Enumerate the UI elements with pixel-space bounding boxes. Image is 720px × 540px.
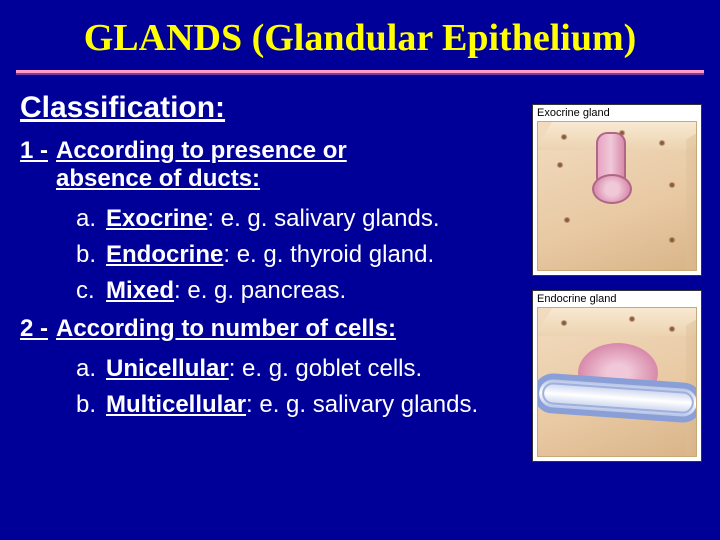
endocrine-diagram [537,307,697,457]
item-1-number: 1 - [20,137,56,193]
exocrine-diagram [537,121,697,271]
title-area: GLANDS (Glandular Epithelium) [0,0,720,66]
title-underline-shadow [16,73,704,75]
item-1-heading: According to presence or absence of duct… [56,137,347,193]
figure-exocrine: Exocrine gland [532,104,702,276]
item-2-heading: According to number of cells: [56,315,396,343]
sub-2a: a. Unicellular: e. g. goblet cells. [76,355,510,383]
list-item-2: 2 - According to number of cells: [20,315,510,343]
blood-vessel-icon [537,372,697,424]
slide: GLANDS (Glandular Epithelium) Classifica… [0,0,720,540]
classification-heading: Classification: [20,91,510,125]
sub-1c: c. Mixed: e. g. pancreas. [76,277,510,305]
slide-title: GLANDS (Glandular Epithelium) [20,18,700,60]
content-body: Classification: 1 - According to presenc… [0,75,510,419]
figure-endocrine-label: Endocrine gland [537,293,697,305]
sub-1b: b. Endocrine: e. g. thyroid gland. [76,241,510,269]
sub-1a: a. Exocrine: e. g. salivary glands. [76,205,510,233]
item-2-number: 2 - [20,315,56,343]
list-item-1: 1 - According to presence or absence of … [20,137,510,193]
figure-exocrine-label: Exocrine gland [537,107,697,119]
figure-endocrine: Endocrine gland [532,290,702,462]
figure-stack: Exocrine gland Endocrine gland [532,104,702,462]
duct-icon [596,132,626,192]
sub-2b: b. Multicellular: e. g. salivary glands. [76,391,510,419]
